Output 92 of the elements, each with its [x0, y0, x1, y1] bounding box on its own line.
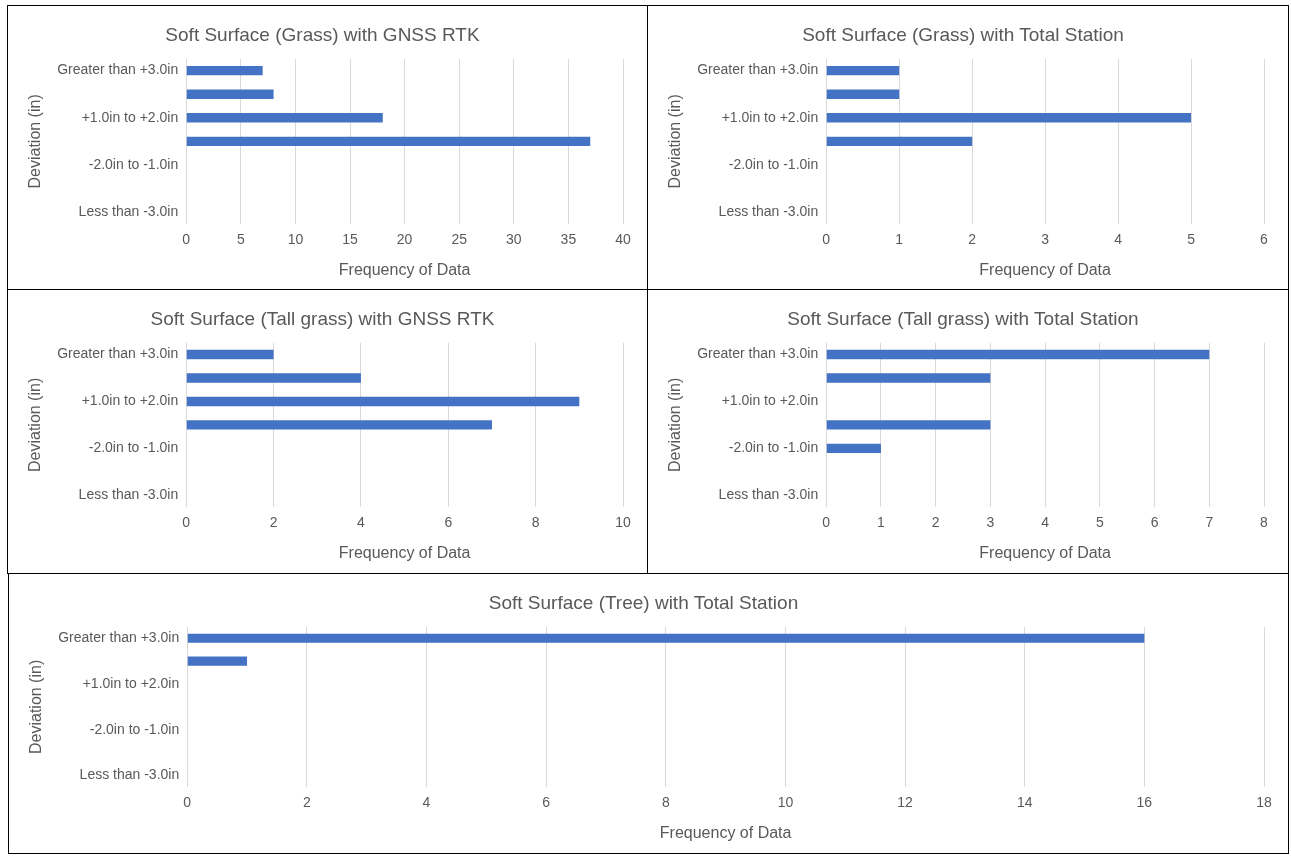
- x-tick-label: 4: [357, 514, 366, 531]
- y-axis-title: Deviation (in): [666, 94, 684, 189]
- x-tick-label: 35: [560, 231, 577, 248]
- x-tick-label: 6: [444, 514, 453, 531]
- x-tick-label: 40: [615, 231, 631, 248]
- chart-title: Soft Surface (Tall grass) with Total Station: [787, 307, 1139, 329]
- y-tick-label: Less than -3.0in: [718, 203, 819, 220]
- x-tick-label: 8: [1260, 514, 1269, 531]
- x-tick-label: 2: [269, 514, 278, 531]
- chart-title: Soft Surface (Tall grass) with GNSS RTK: [150, 307, 495, 329]
- x-axis-title: Frequency of Data: [659, 823, 792, 841]
- x-tick-label: 5: [1095, 514, 1104, 531]
- x-tick-label: 6: [1260, 231, 1269, 248]
- bar: [186, 396, 580, 407]
- bar: [186, 89, 274, 99]
- y-tick-label: +1.0in to +2.0in: [81, 392, 179, 409]
- x-tick-label: 2: [931, 514, 940, 531]
- x-tick-label: 5: [1187, 231, 1196, 248]
- y-tick-label: Greater than +3.0in: [697, 61, 819, 78]
- y-tick-label: -2.0in to -1.0in: [88, 439, 179, 456]
- bar: [186, 373, 361, 383]
- chart-title: Soft Surface (Grass) with GNSS RTK: [165, 23, 480, 45]
- bar: [186, 420, 492, 430]
- y-tick-label: Greater than +3.0in: [697, 345, 819, 362]
- bar: [186, 65, 263, 76]
- x-tick-label: 4: [1114, 231, 1123, 248]
- x-tick-label: 30: [506, 231, 522, 248]
- x-tick-label: 3: [986, 514, 995, 531]
- x-tick-label: 8: [531, 514, 540, 531]
- x-tick-label: 8: [661, 794, 670, 811]
- x-tick-label: 10: [615, 514, 631, 531]
- x-tick-label: 20: [396, 231, 413, 248]
- y-tick-label: -2.0in to -1.0in: [728, 155, 819, 172]
- x-tick-label: 2: [302, 794, 311, 811]
- x-tick-label: 0: [822, 514, 831, 531]
- y-axis-title: Deviation (in): [26, 377, 44, 473]
- x-axis-title: Frequency of Data: [338, 543, 471, 561]
- x-tick-label: 16: [1136, 794, 1153, 811]
- bar: [186, 136, 591, 147]
- y-tick-label: +1.0in to +2.0in: [81, 108, 179, 125]
- y-tick-label: -2.0in to -1.0in: [89, 720, 180, 737]
- bar: [826, 373, 991, 383]
- x-tick-label: 0: [182, 514, 191, 531]
- chart-title: Soft Surface (Tree) with Total Station: [488, 591, 799, 613]
- x-tick-label: 10: [777, 794, 794, 811]
- x-tick-label: 6: [1150, 514, 1159, 531]
- bar: [186, 349, 274, 360]
- y-tick-label: Greater than +3.0in: [57, 345, 179, 362]
- x-tick-label: 5: [236, 231, 245, 248]
- bar: [826, 136, 973, 147]
- y-tick-label: Less than -3.0in: [78, 486, 179, 503]
- x-tick-label: 12: [897, 794, 914, 811]
- x-tick-label: 2: [968, 231, 977, 248]
- y-axis-title: Deviation (in): [26, 94, 44, 189]
- x-tick-label: 10: [287, 231, 304, 248]
- x-tick-label: 1: [877, 514, 886, 531]
- bar: [186, 113, 383, 123]
- y-tick-label: Less than -3.0in: [79, 766, 180, 783]
- x-axis-title: Frequency of Data: [338, 260, 471, 278]
- bar: [826, 65, 900, 76]
- x-tick-label: 7: [1205, 514, 1214, 531]
- bar: [826, 113, 1192, 123]
- bar: [826, 443, 881, 454]
- x-tick-label: 15: [342, 231, 359, 248]
- x-axis-title: Frequency of Data: [979, 260, 1112, 278]
- x-tick-label: 3: [1041, 231, 1050, 248]
- y-axis-title: Deviation (in): [27, 659, 45, 755]
- y-tick-label: Greater than +3.0in: [57, 61, 179, 78]
- y-tick-label: Less than -3.0in: [78, 203, 179, 220]
- x-tick-label: 18: [1256, 794, 1272, 811]
- bar: [826, 420, 991, 430]
- y-tick-label: +1.0in to +2.0in: [82, 674, 180, 691]
- y-axis-title: Deviation (in): [666, 377, 684, 473]
- x-tick-label: 25: [451, 231, 468, 248]
- x-tick-label: 0: [182, 231, 191, 248]
- y-tick-label: -2.0in to -1.0in: [728, 439, 819, 456]
- x-tick-label: 0: [183, 794, 192, 811]
- x-axis-title: Frequency of Data: [979, 543, 1112, 561]
- bar: [826, 89, 900, 99]
- chart-title: Soft Surface (Grass) with Total Station: [802, 23, 1124, 45]
- y-tick-label: +1.0in to +2.0in: [721, 392, 819, 409]
- x-tick-label: 4: [422, 794, 431, 811]
- y-tick-label: -2.0in to -1.0in: [88, 155, 179, 172]
- bar: [826, 349, 1210, 360]
- x-tick-label: 0: [822, 231, 831, 248]
- y-tick-label: Less than -3.0in: [718, 486, 819, 503]
- x-tick-label: 14: [1016, 794, 1033, 811]
- y-tick-label: Greater than +3.0in: [58, 629, 180, 646]
- x-tick-label: 6: [542, 794, 551, 811]
- y-tick-label: +1.0in to +2.0in: [721, 108, 819, 125]
- x-tick-label: 4: [1041, 514, 1050, 531]
- x-tick-label: 1: [895, 231, 904, 248]
